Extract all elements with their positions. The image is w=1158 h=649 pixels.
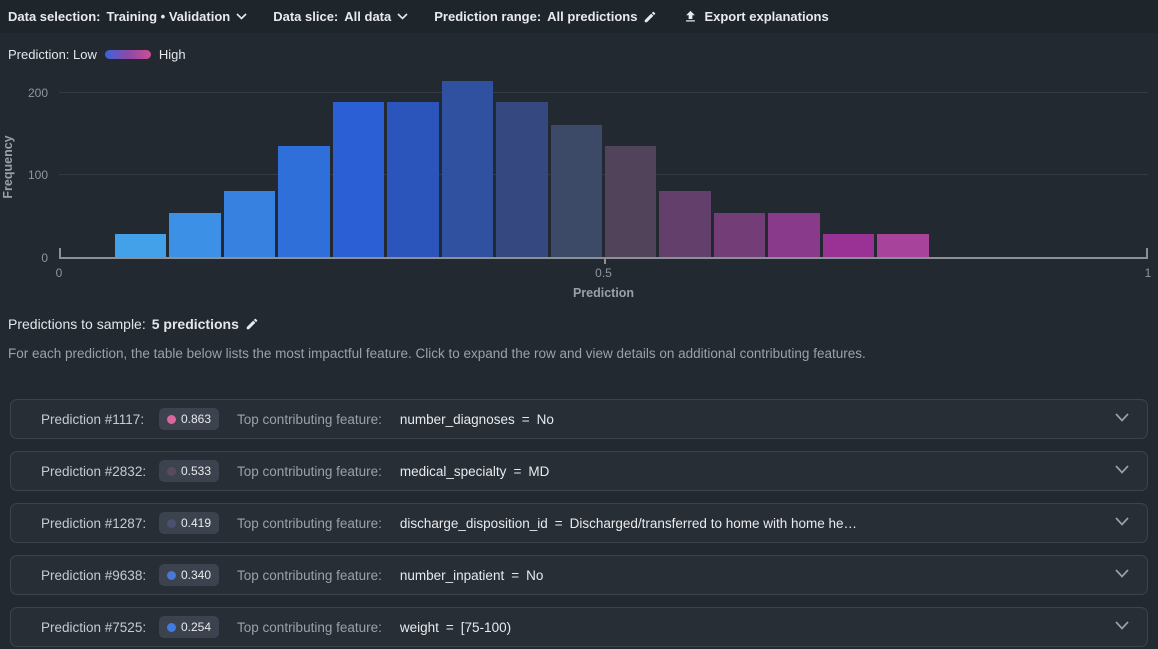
top-toolbar: Data selection: Training • Validation Da… (0, 0, 1158, 33)
prediction-id: Prediction #7525: (41, 619, 147, 635)
pencil-icon[interactable] (643, 10, 657, 24)
score-dot (167, 570, 176, 580)
chevron-down-icon[interactable] (1115, 517, 1129, 526)
prediction-id: Prediction #9638: (41, 567, 147, 583)
top-feature-label: Top contributing feature: (237, 515, 382, 531)
prediction-id: Prediction #1287: (41, 515, 147, 531)
export-explanations-button[interactable]: Export explanations (683, 9, 829, 24)
chevron-down-icon[interactable] (1115, 465, 1129, 474)
feature-text: weight = [75-100) (399, 619, 512, 635)
table-description: For each prediction, the table below lis… (8, 346, 866, 361)
data-slice-label: Data slice: (273, 9, 339, 24)
histogram-bar[interactable] (659, 190, 711, 257)
score-badge: 0.340 (159, 564, 220, 586)
score-value: 0.533 (181, 464, 212, 478)
chevron-down-icon[interactable] (1115, 569, 1129, 578)
prediction-row[interactable]: Prediction #1287: 0.419 Top contributing… (10, 503, 1148, 543)
score-value: 0.254 (181, 620, 212, 634)
feature-text: number_inpatient = No (399, 567, 544, 583)
y-axis-title: Frequency (1, 135, 15, 199)
x-tick-label: 0.5 (595, 266, 612, 280)
legend-high-label: High (158, 47, 186, 62)
chevron-down-icon[interactable] (1115, 413, 1129, 422)
histogram-bar[interactable] (332, 102, 385, 257)
axis-tick (59, 248, 61, 258)
gridline (59, 174, 1148, 176)
score-value: 0.863 (181, 412, 212, 426)
top-feature-label: Top contributing feature: (237, 411, 382, 427)
data-slice-dropdown[interactable]: Data slice: All data (273, 9, 408, 24)
data-selection-value: Training • Validation (106, 9, 231, 24)
top-feature-label: Top contributing feature: (237, 619, 382, 635)
prediction-row[interactable]: Prediction #9638: 0.340 Top contributing… (10, 555, 1148, 595)
histogram-bar[interactable] (387, 102, 439, 257)
histogram-bar[interactable] (877, 233, 929, 257)
histogram-bar[interactable] (496, 102, 548, 257)
score-badge: 0.254 (159, 616, 220, 638)
prediction-row[interactable]: Prediction #7525: 0.254 Top contributing… (10, 607, 1148, 647)
score-badge: 0.863 (159, 408, 220, 430)
top-feature-label: Top contributing feature: (237, 567, 382, 583)
chevron-down-icon (397, 13, 408, 20)
prediction-histogram: Frequency Prediction 0 100 200 0 0.5 1 (0, 76, 1158, 304)
histogram-bar[interactable] (114, 233, 167, 257)
feature-text: number_diagnoses = No (399, 411, 554, 427)
histogram-plot[interactable] (59, 76, 1148, 264)
chevron-down-icon (236, 13, 247, 20)
histogram-bar[interactable] (278, 146, 330, 257)
score-badge: 0.419 (159, 512, 220, 534)
axis-tick (603, 258, 606, 264)
score-dot (167, 518, 176, 528)
prediction-row[interactable]: Prediction #2832: 0.533 Top contributing… (10, 451, 1148, 491)
data-selection-dropdown[interactable]: Data selection: Training • Validation (8, 9, 247, 24)
score-dot (167, 414, 176, 424)
y-tick-label: 100 (27, 168, 48, 183)
score-dot (167, 466, 176, 476)
x-tick-label: 0 (55, 266, 63, 280)
score-badge: 0.533 (159, 460, 220, 482)
pencil-icon[interactable] (245, 317, 259, 331)
score-value: 0.419 (181, 516, 212, 530)
prediction-gradient-pill (104, 50, 151, 59)
score-value: 0.340 (181, 568, 212, 582)
x-axis-title: Prediction (572, 286, 635, 300)
feature-text: discharge_disposition_id = Discharged/tran… (399, 515, 858, 531)
score-dot (167, 622, 176, 632)
export-explanations-label: Export explanations (704, 9, 829, 24)
top-feature-label: Top contributing feature: (237, 463, 382, 479)
predictions-to-sample: Predictions to sample: 5 predictions (0, 304, 1158, 332)
sample-value: 5 predictions (151, 316, 239, 332)
histogram-bar[interactable] (822, 233, 875, 257)
prediction-id: Prediction #2832: (41, 463, 147, 479)
histogram-bar[interactable] (713, 213, 766, 257)
prediction-id: Prediction #1117: (41, 411, 145, 427)
axis-tick (1146, 248, 1148, 258)
histogram-bar[interactable] (605, 146, 657, 257)
prediction-range-value: All predictions (547, 9, 638, 24)
prediction-rows: Prediction #1117: 0.863 Top contributing… (10, 399, 1148, 647)
prediction-color-legend: Prediction: Low High (0, 33, 1158, 68)
upload-icon (683, 9, 698, 24)
data-selection-label: Data selection: (8, 9, 101, 24)
prediction-row[interactable]: Prediction #1117: 0.863 Top contributing… (10, 399, 1148, 439)
sample-label: Predictions to sample: (8, 316, 146, 332)
histogram-bar[interactable] (441, 80, 494, 257)
legend-low-label: Prediction: Low (8, 47, 97, 62)
x-tick-label: 1 (1144, 266, 1152, 280)
y-tick-label: 200 (27, 85, 48, 100)
chevron-down-icon[interactable] (1115, 621, 1129, 630)
y-tick-label: 0 (41, 251, 48, 265)
gridline (59, 91, 1148, 93)
prediction-range-control[interactable]: Prediction range: All predictions (434, 9, 657, 24)
histogram-bar[interactable] (768, 213, 820, 257)
histogram-bar[interactable] (223, 190, 276, 257)
data-slice-value: All data (344, 9, 392, 24)
prediction-range-label: Prediction range: (434, 9, 542, 24)
feature-text: medical_specialty = MD (399, 463, 550, 479)
histogram-bar[interactable] (550, 125, 602, 257)
histogram-bar[interactable] (169, 213, 221, 257)
